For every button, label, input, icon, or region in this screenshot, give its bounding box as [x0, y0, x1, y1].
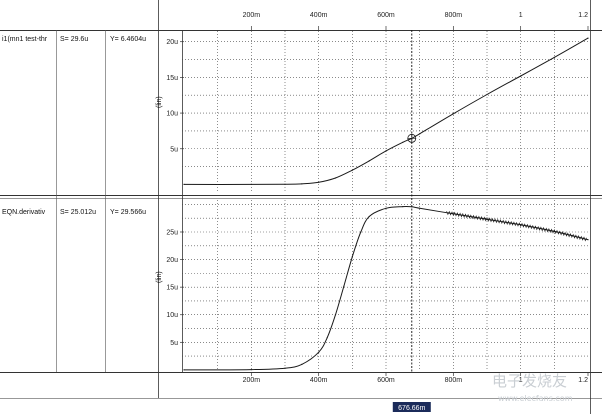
series-point — [301, 363, 303, 365]
top-panel-labels: i1(mn1 test-thr S= 29.6u Y= 6.4604u — [2, 36, 146, 43]
bottom-plot-grid — [182, 200, 590, 371]
y-tick-label: 20u — [166, 39, 178, 46]
series-point — [351, 169, 353, 171]
x-tick-label: 200m — [243, 12, 261, 19]
series-point — [250, 183, 252, 185]
bottom-y-ticks: 25u 20u 15u 10u 5u — [166, 229, 184, 347]
cursor-value-box — [392, 402, 431, 412]
x-tick-label: 800m — [445, 12, 463, 19]
cursor-value-label: 676.66m — [398, 405, 425, 412]
series-point — [486, 93, 488, 96]
bottom-series — [183, 205, 589, 371]
y-tick-label: 15u — [166, 75, 178, 82]
y-tick-label: 25u — [166, 229, 178, 236]
watermark: 电子发烧友 www.elecfans.com — [492, 372, 573, 403]
y-tick-label: 10u — [166, 312, 178, 319]
top-s-value: S= 29.6u — [60, 36, 88, 43]
bottom-x-axis: 200m 400m 600m 800m 1 1.2 — [243, 373, 589, 384]
bottom-y-value: Y= 29.566u — [110, 209, 146, 216]
bottom-panel-labels: EQN.derivativ S= 25.012u Y= 29.566u — [2, 209, 146, 216]
x-tick-label: 400m — [310, 377, 328, 384]
x-tick-label: 600m — [377, 377, 395, 384]
x-tick-label: 400m — [310, 12, 328, 19]
series-point — [587, 37, 589, 39]
series-point — [250, 369, 252, 371]
series-point — [351, 256, 353, 258]
y-tick-label: 10u — [166, 111, 178, 118]
watermark-url: www.elecfans.com — [498, 394, 573, 403]
series-point — [360, 231, 362, 233]
series-point — [301, 183, 303, 185]
y-tick-label: 5u — [170, 340, 178, 347]
series-point — [334, 177, 337, 179]
series-point — [385, 207, 387, 209]
bottom-s-value: S= 25.012u — [60, 209, 96, 216]
x-tick-label: 600m — [377, 12, 395, 19]
series-point — [183, 183, 185, 185]
top-series — [183, 37, 589, 185]
series-point — [284, 367, 286, 369]
series-point — [284, 183, 286, 185]
watermark-logo-text: 电子发烧友 — [492, 372, 567, 390]
x-tick-label: 1.2 — [578, 377, 588, 384]
series-noise — [446, 210, 587, 242]
series-point — [343, 285, 345, 287]
y-tick-label: 20u — [166, 257, 178, 264]
x-tick-label: 1 — [519, 377, 523, 384]
top-plot-grid — [182, 31, 590, 193]
series-point — [402, 141, 404, 143]
series-point — [368, 160, 370, 162]
series-point — [419, 133, 421, 135]
series-point — [368, 215, 370, 218]
series-point — [452, 113, 454, 115]
series-point — [334, 314, 337, 316]
series-point — [385, 150, 387, 152]
top-y-axis-label: (lin) — [156, 96, 163, 108]
x-tick-label: 1 — [519, 12, 523, 19]
series-point — [553, 56, 555, 59]
series-point — [587, 239, 589, 241]
x-cursor[interactable]: 676.66m — [392, 30, 431, 412]
x-tick-label: 800m — [445, 377, 463, 384]
series-point — [520, 75, 522, 77]
top-x-axis: 200m 400m 600m 800m 1 1.2 — [243, 12, 589, 30]
series-point — [402, 206, 404, 208]
x-tick-label: 200m — [243, 377, 261, 384]
top-y-ticks: 20u 15u 10u 5u — [166, 39, 184, 153]
bottom-signal-name[interactable]: EQN.derivativ — [2, 209, 46, 216]
series-point — [318, 351, 320, 353]
x-tick-label: 1.2 — [578, 12, 588, 19]
top-signal-name[interactable]: i1(mn1 test-thr — [2, 36, 48, 43]
series-point — [183, 369, 185, 371]
y-tick-label: 5u — [170, 146, 178, 153]
series-point — [419, 207, 421, 209]
series-point — [318, 181, 320, 183]
y-tick-label: 15u — [166, 285, 178, 292]
top-y-value: Y= 6.4604u — [110, 36, 146, 43]
bottom-y-axis-label: (lin) — [156, 271, 163, 283]
series-point — [326, 337, 328, 339]
